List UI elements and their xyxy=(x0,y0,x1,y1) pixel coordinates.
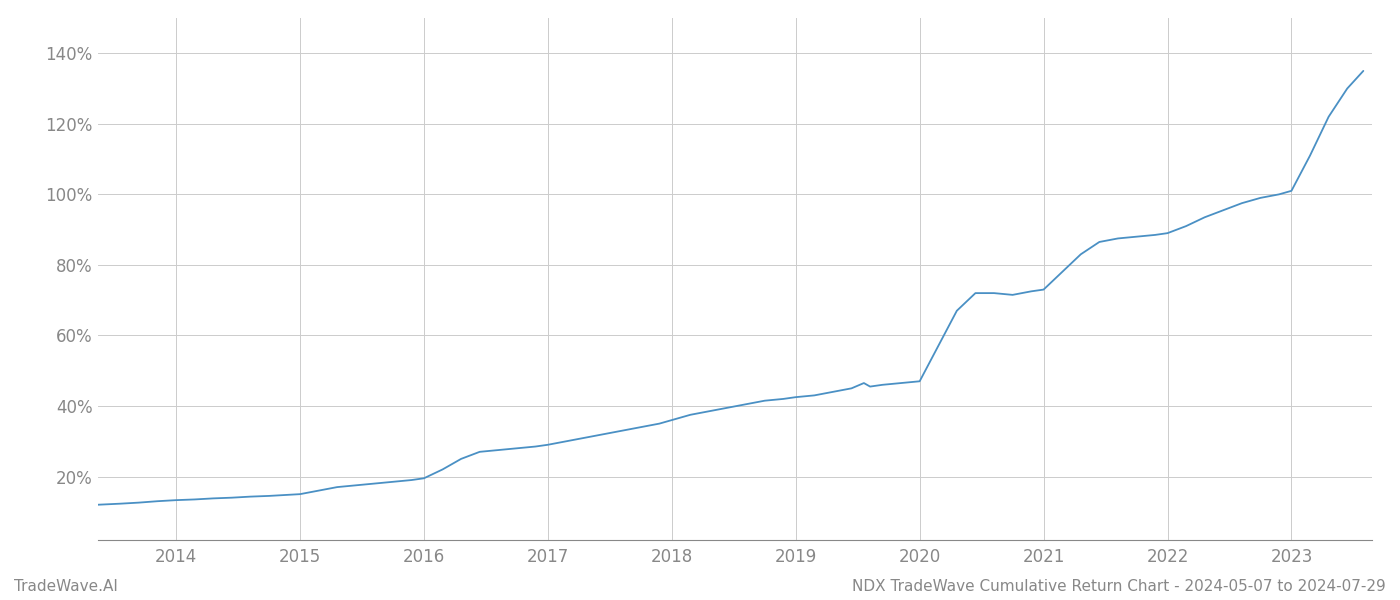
Text: NDX TradeWave Cumulative Return Chart - 2024-05-07 to 2024-07-29: NDX TradeWave Cumulative Return Chart - … xyxy=(853,579,1386,594)
Text: TradeWave.AI: TradeWave.AI xyxy=(14,579,118,594)
